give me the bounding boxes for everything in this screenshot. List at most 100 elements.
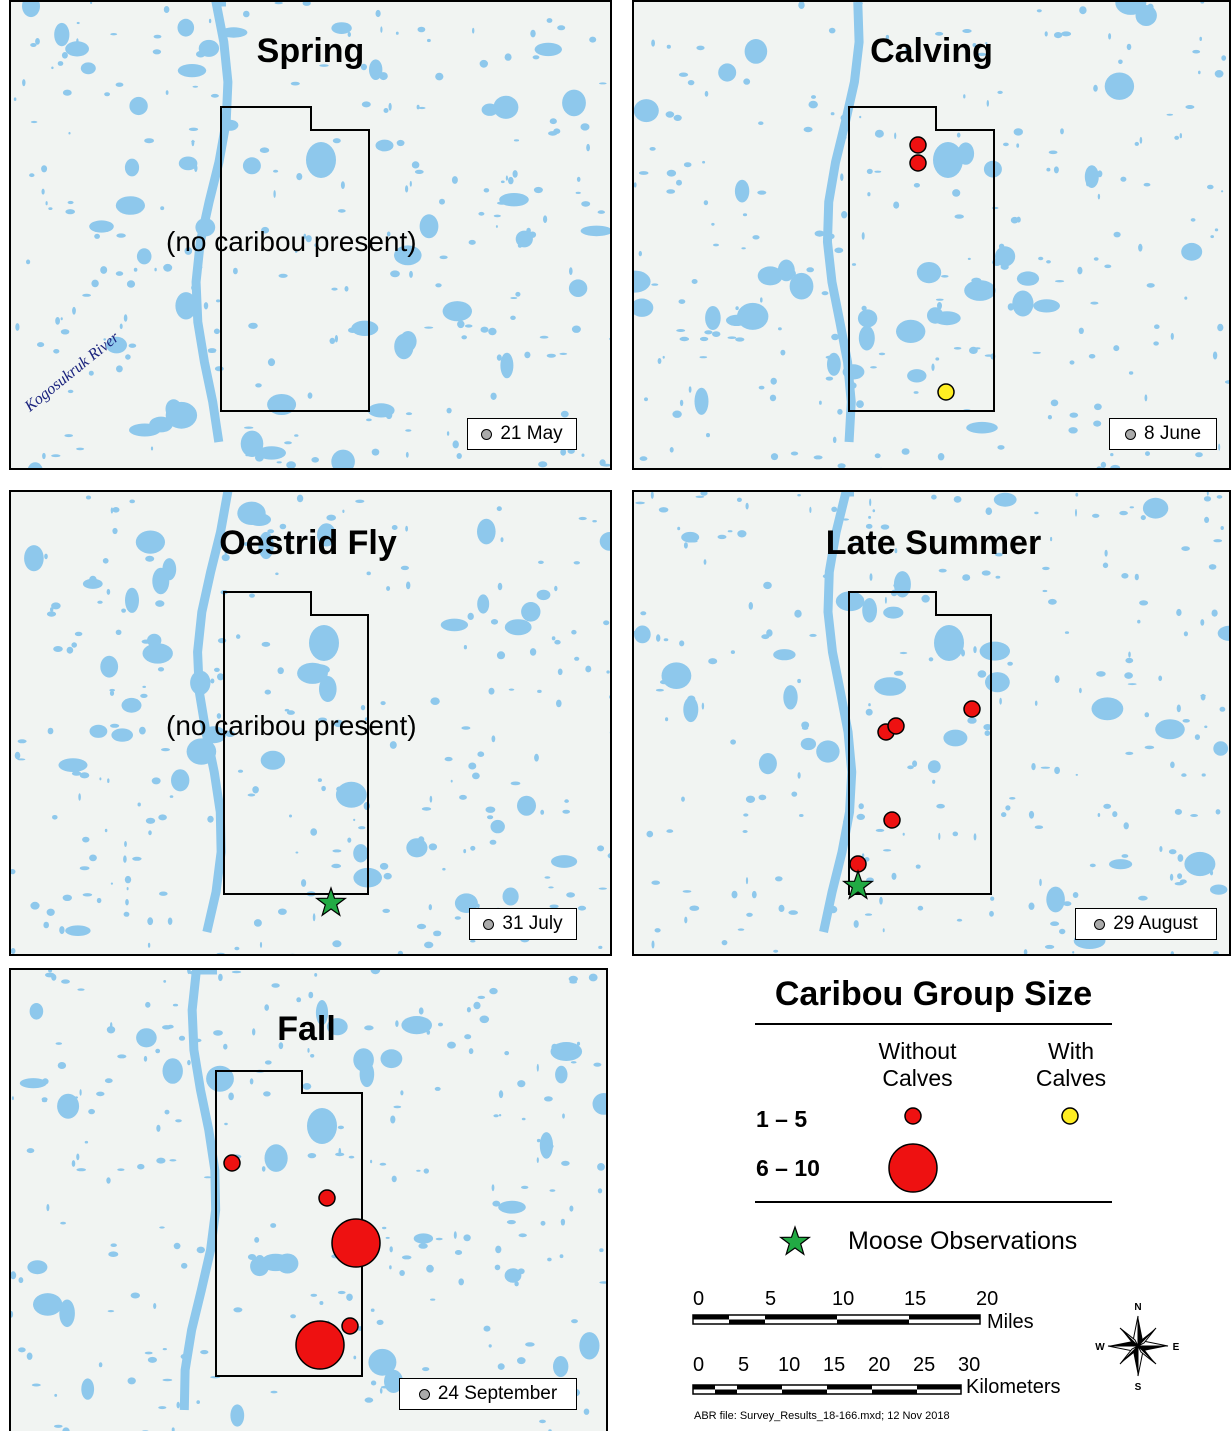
lake-shape [1096,671,1106,677]
survey-date-badge: 31 July [469,908,577,940]
lake-shape [319,64,329,67]
lake-shape [11,1096,14,1101]
survey-date-icon [418,1388,430,1400]
lake-shape [224,1122,228,1126]
lake-shape [385,1236,390,1239]
lake-shape [1078,327,1084,334]
lake-shape [536,589,551,601]
lake-shape [370,970,381,975]
lake-shape [1159,846,1163,852]
lake-shape [536,1157,539,1163]
lake-shape [1075,508,1077,517]
scale-km-tick-label: 30 [958,1354,981,1376]
lake-shape [758,753,777,775]
lake-shape [162,1348,167,1351]
lake-shape [748,602,753,610]
lake-shape [347,837,352,843]
lake-shape [1028,810,1035,819]
lake-shape [115,196,145,215]
lake-shape [666,44,671,49]
lake-shape [1032,351,1041,354]
lake-shape [577,905,587,911]
lake-shape [106,588,111,595]
lake-shape [704,330,713,335]
lake-shape [640,108,644,111]
lake-shape [233,1307,243,1313]
lake-shape [451,176,458,184]
lake-shape [159,1226,165,1229]
lake-shape [704,90,709,97]
lake-shape [94,233,100,239]
lake-shape [1079,6,1087,15]
lake-shape [859,2,863,5]
lake-shape [473,1001,481,1010]
lake-shape [559,352,568,355]
lake-shape [394,333,414,360]
lake-shape [706,433,710,438]
lake-shape [334,335,338,343]
lake-shape [571,325,581,333]
lake-shape [865,523,873,529]
lake-shape [371,448,380,456]
lake-shape [121,697,142,713]
scale-miles-label: Miles [987,1311,1034,1333]
lake-shape [100,266,108,274]
lake-shape [289,953,296,954]
lake-shape [574,656,580,661]
lake-shape [891,872,897,880]
lake-shape [301,879,307,887]
lake-shape [294,249,298,253]
lake-shape [108,1251,119,1257]
lake-shape [859,115,862,119]
lake-shape [463,849,467,854]
lake-shape [276,1253,299,1274]
lake-shape [384,1369,403,1393]
lake-shape [525,1342,535,1347]
lake-shape [597,210,605,214]
map-panel-spring: Spring (no caribou present) Kogosukruk R… [9,0,612,470]
lake-shape [65,925,91,936]
lake-shape [80,62,96,75]
lake-shape [497,1363,505,1370]
lake-shape [778,904,785,912]
lake-shape [1048,598,1057,605]
lake-shape [650,492,654,499]
lake-shape [571,1319,578,1324]
lake-shape [512,170,518,178]
lake-shape [488,327,497,336]
lake-shape [191,1050,196,1059]
lake-shape [379,72,388,81]
lake-shape [937,453,945,461]
lake-shape [440,618,469,632]
lake-shape [401,1255,412,1260]
lake-shape [599,1281,606,1284]
lake-shape [884,596,887,604]
lake-shape [701,702,705,710]
lake-shape [529,648,537,656]
lake-shape [1181,773,1187,777]
lake-shape [368,1348,397,1376]
lake-shape [46,611,57,617]
lake-shape [548,131,558,136]
lake-shape [98,1362,103,1368]
lake-shape [162,1378,173,1382]
lake-shape [479,59,488,68]
lake-shape [687,695,696,703]
lake-shape [760,297,763,303]
lake-shape [500,352,514,379]
lake-shape [331,22,352,34]
lake-shape [1200,619,1205,626]
lake-shape [1086,180,1089,187]
lake-shape [1110,453,1114,457]
lake-shape [497,201,507,205]
lake-shape [231,970,242,974]
lake-shape [1059,928,1066,935]
lake-shape [819,400,822,405]
lake-shape [1207,184,1214,190]
lake-shape [518,1233,527,1238]
lake-shape [332,849,342,853]
water-background [11,492,610,954]
lake-shape [97,600,103,604]
lake-shape [360,705,366,711]
lake-shape [510,297,518,299]
